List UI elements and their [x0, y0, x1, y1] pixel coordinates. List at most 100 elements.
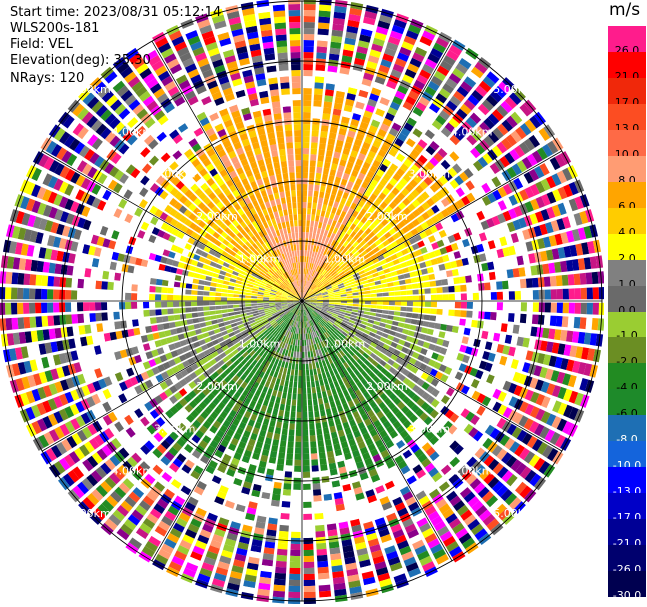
velocity-gate [476, 393, 486, 404]
velocity-gate [335, 299, 342, 301]
velocity-gate [335, 318, 342, 324]
velocity-gate [137, 302, 144, 309]
velocity-gate [352, 144, 361, 153]
velocity-gate [302, 267, 304, 274]
velocity-gate [368, 125, 378, 134]
velocity-gate [450, 242, 459, 251]
velocity-gate [566, 230, 575, 243]
velocity-gate [131, 310, 138, 318]
velocity-gate [326, 450, 335, 458]
velocity-gate [435, 315, 443, 323]
velocity-gate [466, 204, 476, 215]
velocity-gate [554, 261, 562, 273]
velocity-gate [321, 307, 328, 311]
velocity-gate [371, 235, 379, 242]
velocity-gate [365, 156, 374, 165]
velocity-gate [333, 201, 339, 209]
velocity-gate [315, 172, 322, 180]
velocity-gate [364, 308, 371, 312]
velocity-gate [450, 333, 458, 342]
velocity-gate [307, 202, 312, 209]
velocity-gate [302, 393, 307, 400]
velocity-gate [191, 290, 198, 295]
velocity-gate [421, 211, 430, 221]
velocity-gate [562, 421, 573, 435]
velocity-gate [547, 140, 559, 154]
velocity-gate [345, 31, 358, 40]
velocity-gate [304, 299, 311, 301]
velocity-gate [303, 531, 313, 538]
velocity-gate [549, 315, 557, 327]
velocity-gate [463, 99, 476, 111]
velocity-gate [305, 232, 309, 239]
velocity-gate [278, 385, 284, 392]
velocity-gate [378, 192, 387, 201]
velocity-gate [384, 324, 392, 330]
velocity-gate [398, 243, 406, 250]
velocity-gate [343, 43, 355, 52]
velocity-gate [350, 283, 357, 288]
velocity-gate [363, 359, 371, 367]
velocity-gate [308, 289, 313, 295]
velocity-gate [404, 278, 412, 284]
velocity-gate [524, 266, 532, 277]
velocity-gate [350, 118, 360, 127]
velocity-gate [382, 301, 389, 305]
velocity-gate [191, 284, 199, 290]
velocity-gate [402, 197, 411, 206]
velocity-gate [305, 363, 309, 370]
velocity-gate [409, 271, 417, 278]
velocity-gate [402, 419, 412, 429]
velocity-gate [346, 92, 356, 101]
velocity-gate [355, 205, 362, 213]
velocity-gate [433, 136, 444, 147]
velocity-gate [357, 373, 364, 381]
velocity-gate [313, 106, 322, 113]
velocity-gate [306, 220, 310, 227]
velocity-gate [329, 382, 335, 390]
velocity-gate [410, 148, 420, 159]
velocity-gate [303, 112, 311, 119]
velocity-gate [428, 124, 439, 135]
velocity-gate [519, 447, 530, 461]
velocity-gate [328, 292, 335, 296]
velocity-gate [210, 282, 217, 287]
velocity-gate [323, 427, 330, 435]
velocity-gate [315, 316, 320, 322]
velocity-gate [303, 294, 308, 299]
velocity-gate [516, 429, 528, 442]
velocity-gate [581, 242, 590, 255]
velocity-gate [546, 413, 557, 427]
velocity-gate [481, 195, 492, 206]
velocity-gate [556, 218, 566, 231]
velocity-gate [318, 322, 323, 328]
velocity-gate [462, 52, 476, 65]
velocity-gate [526, 302, 533, 312]
velocity-gate [539, 426, 550, 439]
velocity-gate [203, 301, 210, 306]
velocity-gate [149, 285, 156, 293]
velocity-gate [35, 288, 42, 300]
velocity-gate [53, 289, 60, 300]
velocity-gate [377, 102, 388, 112]
velocity-gate [407, 212, 416, 221]
velocity-gate [197, 306, 204, 312]
velocity-gate [563, 200, 573, 214]
velocity-gate [269, 302, 276, 305]
velocity-gate [426, 385, 435, 394]
velocity-gate [449, 413, 460, 423]
velocity-gate [460, 509, 473, 521]
velocity-gate [396, 269, 404, 275]
velocity-gate [388, 127, 399, 137]
velocity-gate [490, 499, 503, 512]
velocity-gate [229, 278, 237, 283]
velocity-gate [356, 266, 364, 273]
velocity-gate [381, 263, 389, 270]
velocity-gate [155, 316, 163, 324]
velocity-gate [386, 319, 393, 325]
velocity-gate [446, 205, 455, 215]
velocity-gate [267, 462, 276, 470]
velocity-gate [199, 322, 207, 328]
velocity-gate [434, 322, 442, 330]
velocity-gate [573, 376, 583, 390]
